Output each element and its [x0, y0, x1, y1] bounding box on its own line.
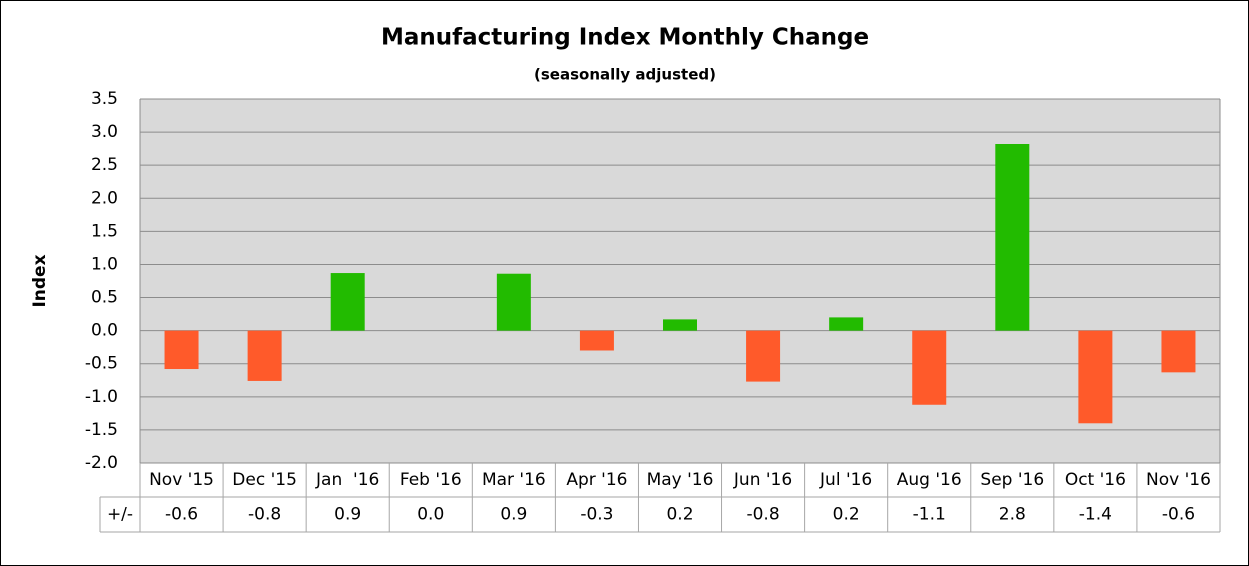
table-value: 0.0 — [417, 505, 444, 525]
y-tick-label: -1.0 — [85, 387, 118, 407]
bar — [496, 273, 531, 331]
bar — [1161, 330, 1196, 373]
table-value: -0.6 — [165, 505, 198, 525]
x-tick-label: Apr '16 — [566, 470, 627, 490]
x-tick-label: Aug '16 — [897, 470, 962, 490]
table-value: -0.8 — [746, 505, 779, 525]
table-value: 0.9 — [334, 505, 361, 525]
bar — [746, 330, 781, 382]
x-tick-label: Dec '15 — [232, 470, 297, 490]
y-tick-label: 0.0 — [91, 321, 118, 341]
y-tick-label: 3.0 — [91, 122, 118, 142]
y-tick-label: 1.5 — [91, 221, 118, 241]
table-value: 0.2 — [833, 505, 860, 525]
table-value: 0.9 — [500, 505, 527, 525]
bar — [164, 330, 199, 370]
x-tick-label: Jul '16 — [819, 470, 872, 490]
x-tick-label: Nov '15 — [149, 470, 214, 490]
x-tick-label: Mar '16 — [482, 470, 546, 490]
bar — [579, 330, 614, 351]
bar — [912, 330, 947, 405]
bar — [330, 273, 365, 331]
x-tick-label: Sep '16 — [980, 470, 1044, 490]
x-tick-label: Nov '16 — [1146, 470, 1211, 490]
y-tick-label: 2.0 — [91, 188, 118, 208]
y-tick-label: -2.0 — [85, 453, 118, 473]
table-value: 0.2 — [666, 505, 693, 525]
table-value: 2.8 — [999, 505, 1026, 525]
table-value: -0.3 — [580, 505, 613, 525]
table-row-label: +/- — [107, 505, 133, 525]
y-tick-label: 3.5 — [91, 89, 118, 109]
y-axis-title: Index — [30, 254, 50, 307]
bar — [829, 317, 864, 331]
x-tick-label: Jun '16 — [733, 470, 792, 490]
x-tick-label: May '16 — [647, 470, 714, 490]
x-tick-label: Feb '16 — [400, 470, 462, 490]
chart-title: Manufacturing Index Monthly Change — [381, 25, 869, 51]
y-tick-label: -0.5 — [85, 354, 118, 374]
table-value: -1.1 — [913, 505, 946, 525]
y-tick-label: 0.5 — [91, 288, 118, 308]
table-value: -0.8 — [248, 505, 281, 525]
x-tick-label: Oct '16 — [1065, 470, 1126, 490]
chart-subtitle: (seasonally adjusted) — [534, 66, 716, 84]
y-tick-label: 2.5 — [91, 155, 118, 175]
x-tick-label: Jan '16 — [315, 470, 379, 490]
y-tick-label: 1.0 — [91, 254, 118, 274]
y-tick-label: -1.5 — [85, 420, 118, 440]
bar — [247, 330, 282, 381]
table-value: -0.6 — [1162, 505, 1195, 525]
bar — [995, 144, 1030, 331]
plot-area — [140, 99, 1220, 463]
table-value: -1.4 — [1079, 505, 1112, 525]
bar — [663, 319, 697, 331]
bar — [1078, 330, 1113, 424]
